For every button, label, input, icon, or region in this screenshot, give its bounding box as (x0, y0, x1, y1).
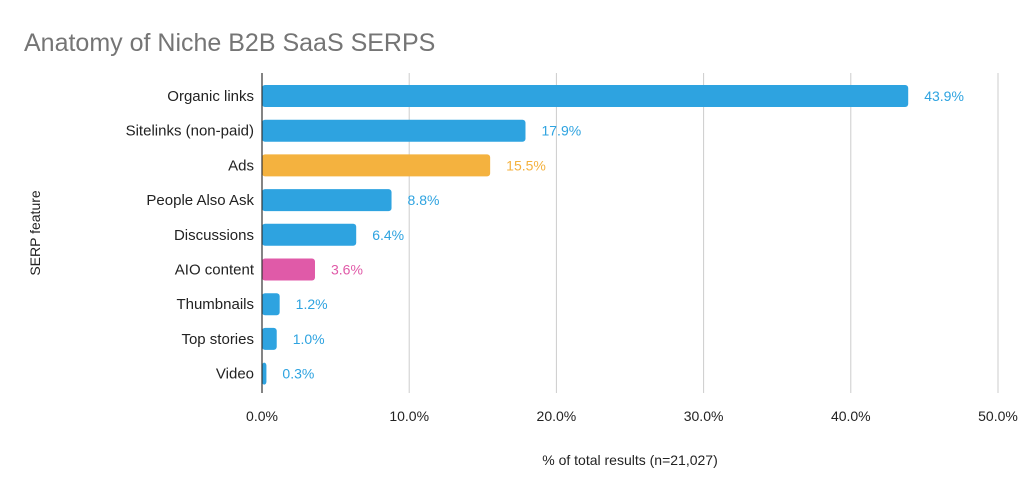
bar (262, 362, 267, 385)
category-labels: Organic links Sitelinks (non-paid) Ads Peop… (126, 88, 255, 383)
bar (262, 293, 280, 316)
data-label: 8.8% (408, 192, 440, 208)
category-label: Discussions (174, 227, 254, 244)
category-label: Thumbnails (176, 296, 254, 313)
category-label: Sitelinks (non-paid) (126, 123, 254, 140)
x-axis-title: % of total results (n=21,027) (542, 452, 718, 468)
data-label: 6.4% (372, 227, 404, 243)
bars (262, 85, 909, 385)
x-tick-labels: 0.0% 10.0% 20.0% 30.0% 40.0% 50.0% (246, 408, 1018, 424)
x-tick-label: 50.0% (978, 408, 1018, 424)
data-label: 1.0% (293, 331, 325, 347)
bar (262, 258, 315, 281)
y-axis-title: SERP feature (27, 190, 43, 276)
data-label: 17.9% (541, 123, 581, 139)
bar (262, 189, 392, 212)
data-label: 0.3% (282, 366, 314, 382)
bar (262, 119, 526, 142)
x-tick-label: 20.0% (537, 408, 577, 424)
bar (262, 154, 491, 177)
category-label: Top stories (181, 331, 254, 348)
category-label: AIO content (175, 262, 255, 279)
x-tick-label: 10.0% (389, 408, 429, 424)
category-label: Video (216, 366, 254, 383)
data-labels: 43.9% 17.9% 15.5% 8.8% 6.4% 3.6% 1.2% 1.0% 0.3% (282, 88, 963, 382)
bar (262, 85, 909, 107)
bar (262, 327, 277, 350)
x-tick-label: 40.0% (831, 408, 871, 424)
bar (262, 223, 357, 246)
gridlines (408, 73, 999, 393)
category-label: Ads (228, 157, 254, 174)
x-tick-label: 0.0% (246, 408, 278, 424)
category-label: Organic links (167, 88, 254, 105)
data-label: 15.5% (506, 157, 546, 173)
x-tick-label: 30.0% (684, 408, 724, 424)
category-label: People Also Ask (146, 192, 254, 209)
data-label: 3.6% (331, 262, 363, 278)
chart-title: Anatomy of Niche B2B SaaS SERPS (24, 29, 435, 57)
data-label: 43.9% (924, 88, 964, 104)
data-label: 1.2% (296, 296, 328, 312)
